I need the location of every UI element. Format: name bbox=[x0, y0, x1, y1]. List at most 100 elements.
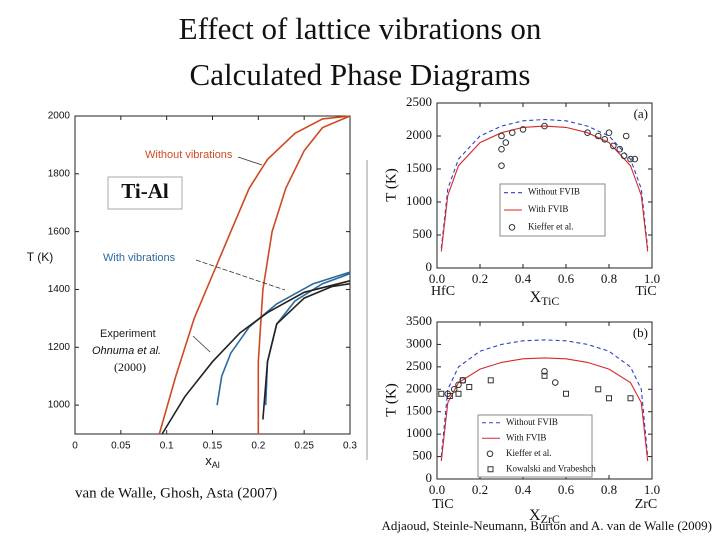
y-tick-label: 2000 bbox=[406, 380, 432, 395]
series-line bbox=[161, 280, 351, 435]
x-tick-label: 0.05 bbox=[111, 441, 131, 452]
x-tick-label: 0.0 bbox=[429, 271, 445, 286]
x-tick-label: 0.2 bbox=[472, 271, 488, 286]
point bbox=[541, 368, 548, 375]
annotation-pointer bbox=[237, 156, 263, 166]
point bbox=[487, 377, 494, 384]
point bbox=[502, 139, 510, 146]
x-tick-label: 0.25 bbox=[294, 441, 314, 452]
y-tick-label: 500 bbox=[413, 448, 433, 463]
y-axis-label: T (K) bbox=[383, 383, 399, 416]
legend-label: Without FVIB bbox=[506, 417, 558, 427]
series-annotation: Without vibrations bbox=[145, 149, 233, 161]
slide-title: Calculated Phase Diagrams bbox=[190, 57, 531, 92]
point bbox=[455, 381, 462, 389]
x-axis-label-main: x bbox=[205, 453, 212, 468]
legend-marker bbox=[486, 450, 494, 458]
y-tick-label: 3000 bbox=[406, 335, 432, 350]
legend-label: Kieffer et al. bbox=[506, 448, 552, 458]
y-tick-label: 0 bbox=[426, 470, 433, 485]
plot-frame bbox=[436, 321, 653, 480]
panel-label: (a) bbox=[634, 106, 648, 121]
point bbox=[519, 126, 527, 133]
y-axis-label: T (K) bbox=[27, 250, 53, 264]
point bbox=[498, 132, 505, 140]
citation: Adjaoud, Steinle-Neumann, Burton and A. … bbox=[381, 518, 712, 533]
series-line bbox=[158, 115, 351, 435]
x-tick-label: 0.8 bbox=[601, 482, 617, 497]
point bbox=[541, 372, 548, 379]
citation: van de Walle, Ghosh, Asta (2007) bbox=[75, 485, 277, 501]
point bbox=[622, 132, 630, 140]
point bbox=[551, 379, 559, 386]
point bbox=[605, 129, 613, 136]
plot-frame bbox=[436, 102, 653, 269]
x-tick-label: 1.0 bbox=[644, 482, 660, 497]
y-tick-label: 1500 bbox=[406, 403, 432, 418]
x-axis-label-sub: TiC bbox=[541, 294, 559, 308]
end-label: TiC bbox=[635, 284, 656, 299]
point bbox=[459, 377, 466, 384]
legend-label: With FVIB bbox=[528, 204, 568, 214]
annotation-pointer bbox=[195, 259, 286, 291]
y-tick-label: 3500 bbox=[406, 313, 432, 328]
x-tick-label: 0.6 bbox=[558, 271, 575, 286]
point bbox=[627, 155, 634, 163]
y-tick-label: 1000 bbox=[48, 400, 71, 411]
x-tick-label: 0.2 bbox=[251, 441, 265, 452]
end-label: HfC bbox=[431, 284, 455, 299]
legend-box bbox=[477, 414, 593, 478]
point bbox=[450, 385, 458, 393]
series-line bbox=[440, 357, 649, 462]
x-tick-label: 0.0 bbox=[429, 482, 445, 497]
system-label: Ti-Al bbox=[121, 179, 169, 203]
y-tick-label: 1000 bbox=[406, 425, 432, 440]
series-line bbox=[440, 118, 649, 249]
slide-title: Effect of lattice vibrations on bbox=[179, 11, 542, 46]
y-tick-label: 2500 bbox=[406, 94, 432, 109]
x-axis-label-main: X bbox=[529, 507, 541, 524]
y-tick-label: 500 bbox=[413, 226, 433, 241]
annotation-pointer bbox=[192, 335, 211, 353]
x-axis-label: xAl bbox=[205, 453, 220, 470]
end-label: TiC bbox=[432, 497, 453, 512]
point bbox=[466, 384, 473, 391]
legend-marker bbox=[508, 224, 516, 231]
point bbox=[584, 129, 591, 136]
point bbox=[610, 142, 617, 150]
point bbox=[541, 122, 548, 130]
x-axis-label-main: X bbox=[530, 289, 542, 306]
point bbox=[595, 386, 602, 393]
chart: 1000 1200 1400 1600 1800 2000 0 0.05 0.1 0.15 0.2 0… bbox=[27, 111, 358, 471]
point bbox=[627, 395, 634, 402]
x-tick-label: 1.0 bbox=[644, 271, 660, 286]
x-tick-label: 0 bbox=[72, 441, 78, 452]
point bbox=[594, 132, 602, 140]
y-tick-label: 1200 bbox=[48, 342, 71, 353]
legend-marker bbox=[487, 466, 494, 473]
y-tick-label: 0 bbox=[426, 259, 433, 274]
x-tick-label: 0.8 bbox=[601, 271, 617, 286]
x-tick-label: 0.6 bbox=[558, 482, 575, 497]
legend-label: Without FVIB bbox=[528, 187, 580, 197]
chart: 0 500 1000 1500 2000 2500 0.0 0.2 0.4 0.6 0.8 1.0 T … bbox=[383, 94, 660, 308]
series-annotation: Experiment bbox=[100, 328, 156, 340]
experiment-source: (2000) bbox=[114, 360, 146, 374]
legend-label: With FVIB bbox=[506, 432, 546, 442]
y-tick-label: 1400 bbox=[48, 284, 71, 295]
x-axis-label-sub: Al bbox=[212, 460, 220, 470]
chart: 0 500 1000 1500 2000 2500 3000 3500 0.0 0.2 0.4 0.6… bbox=[383, 313, 660, 526]
panel-label: (b) bbox=[633, 325, 648, 340]
point bbox=[508, 129, 516, 136]
point bbox=[620, 152, 628, 160]
point bbox=[616, 145, 624, 153]
y-tick-label: 2500 bbox=[406, 358, 432, 373]
point bbox=[438, 390, 445, 397]
point bbox=[606, 395, 612, 402]
legend-label: Kowalski and Vrabeshch bbox=[506, 463, 596, 473]
point bbox=[601, 136, 609, 143]
point bbox=[455, 390, 462, 397]
experiment-source: Ohnuma et al. bbox=[92, 345, 161, 357]
